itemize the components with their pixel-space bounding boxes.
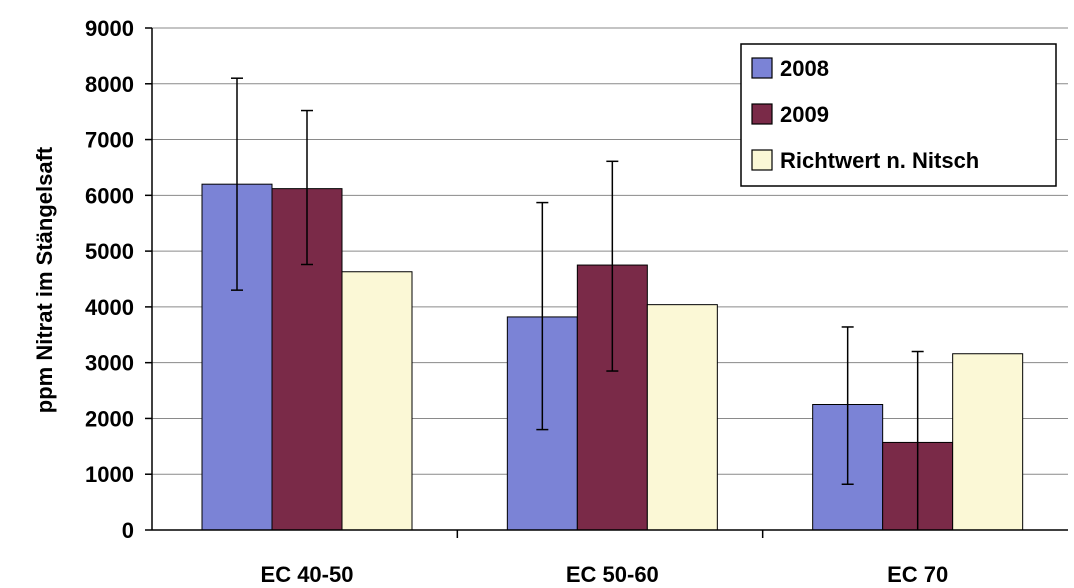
legend-label: 2008 — [780, 56, 829, 81]
y-tick-label: 6000 — [85, 183, 134, 208]
axes — [151, 28, 1068, 538]
legend: 2008 2009 Richtwert n. Nitsch — [740, 43, 1057, 187]
legend-label: 2009 — [780, 102, 829, 127]
y-tick-label: 7000 — [85, 128, 134, 153]
x-tick-label: EC 70 — [887, 562, 948, 587]
legend-label: Richtwert n. Nitsch — [780, 148, 979, 173]
y-tick-label: 4000 — [85, 295, 134, 320]
y-tick-label: 1000 — [85, 462, 134, 487]
y-tick-label: 5000 — [85, 239, 134, 264]
error-bars — [231, 77, 924, 530]
bar — [952, 353, 1024, 531]
y-tick-label: 2000 — [85, 406, 134, 431]
y-tick-label: 8000 — [85, 72, 134, 97]
legend-swatch — [751, 57, 773, 79]
legend-swatch — [751, 103, 773, 125]
y-tick-label: 9000 — [85, 16, 134, 41]
y-tick-label: 3000 — [85, 351, 134, 376]
bar — [341, 271, 413, 531]
x-tick-labels: EC 40-50 EC 50-60 EC 70 — [261, 562, 949, 587]
legend-box — [740, 43, 1057, 187]
bar — [646, 304, 718, 531]
y-tick-label: 0 — [122, 518, 134, 543]
legend-swatch — [751, 149, 773, 171]
y-axis-title: ppm Nitrat im Stängelsaft — [32, 146, 57, 413]
x-tick-label: EC 40-50 — [261, 562, 354, 587]
y-tick-labels: 0 1000 2000 3000 4000 5000 6000 7000 8000 9000 — [85, 16, 134, 543]
x-tick-label: EC 50-60 — [566, 562, 659, 587]
